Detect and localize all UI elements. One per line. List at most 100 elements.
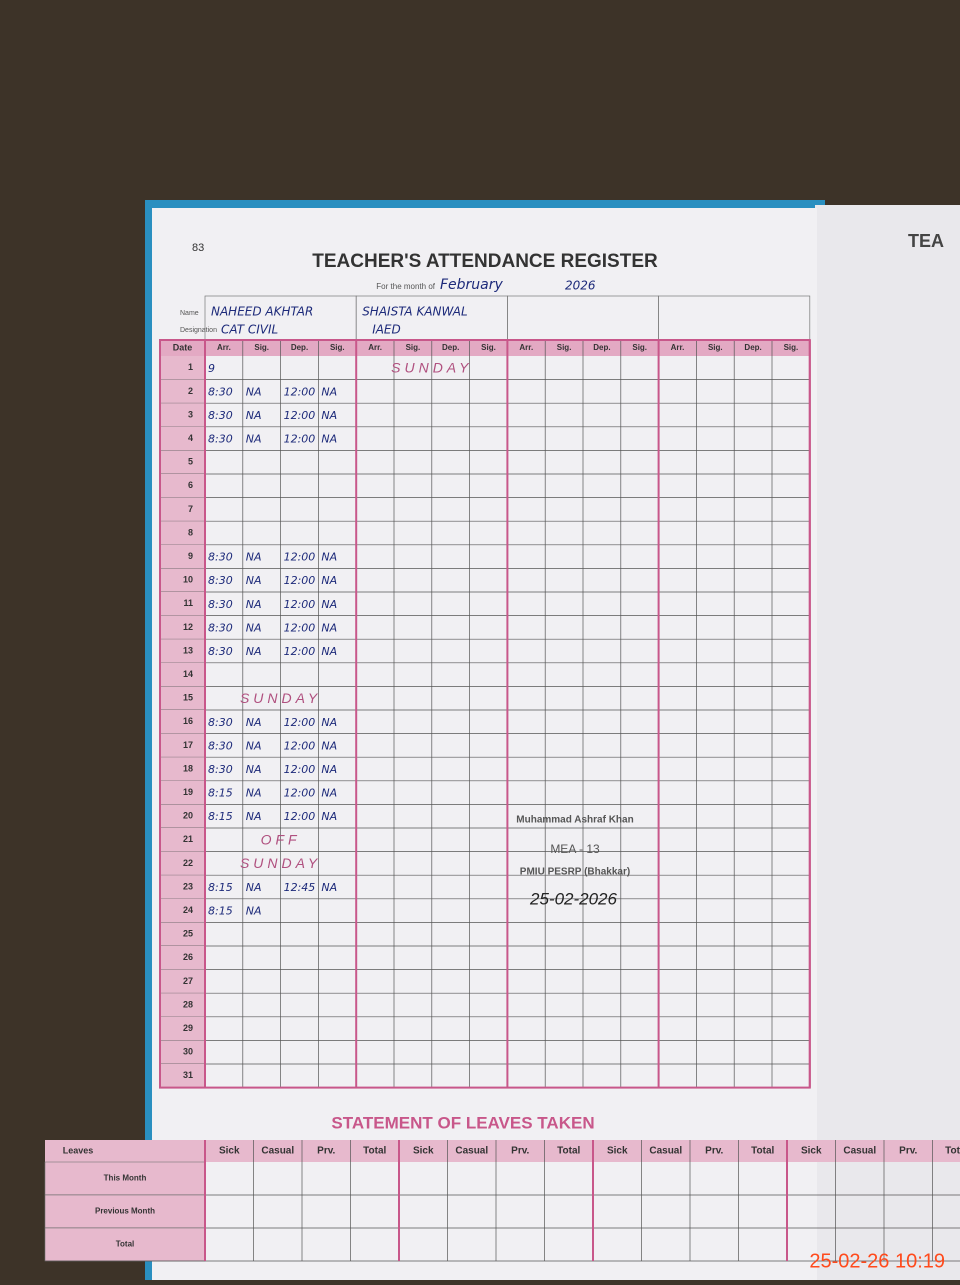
header-band [160,340,810,356]
leaves-row-label-cell [44,1194,206,1229]
entry: NA [246,716,262,729]
teacher-name: NAHEED AKHTAR [211,305,313,319]
entry: NA [321,739,337,752]
entry: NA [246,787,262,800]
leaves-header: Total [945,1146,960,1157]
facing-page [815,205,960,1280]
date: 13 [183,645,193,655]
entry: NA [246,645,262,658]
date: 24 [183,905,193,915]
entry: 12:00 [284,621,316,634]
month-label: For the month of [376,282,435,291]
entry: 8:30 [208,763,233,776]
stamp-date: 25-02-2026 [529,889,618,908]
column-header: Sig. [557,343,572,352]
date: 5 [188,457,193,467]
entry: 8:30 [208,409,233,422]
date-cell [160,1040,205,1064]
column-header: Sig. [406,343,421,352]
date-cell [160,568,205,592]
entry: NA [321,551,337,564]
date: 19 [183,787,193,797]
entry: NA [321,763,337,776]
entry: 8:30 [208,551,233,564]
year: 2026 [565,279,596,293]
month: February [440,277,504,293]
date-cell [160,757,205,781]
entry: 12:00 [284,716,316,729]
entry: 12:00 [284,385,316,398]
entry: NA [246,763,262,776]
date-cell [160,497,205,522]
column-header: Sig. [481,343,496,352]
column-header: Sig. [708,343,723,352]
entry: 12:00 [284,409,316,422]
entry: NA [246,598,262,611]
entry: NA [246,905,262,918]
date: 9 [188,551,193,561]
leaves-header-band [45,1140,960,1162]
leaves-header: Prv. [317,1146,335,1157]
leaves-header: Sick [219,1146,240,1157]
date: 1 [188,362,193,372]
date: 2 [188,386,193,396]
entry: NA [321,409,337,422]
date: 15 [183,693,193,703]
entry: NA [246,621,262,634]
leaves-header: Casual [455,1146,488,1157]
column-header: Sig. [254,343,269,352]
date-cell [160,1064,205,1088]
column-header: Dep. [744,343,761,352]
entry: 8:30 [208,645,233,658]
leaves-header: Sick [607,1146,628,1157]
entry: 12:00 [284,551,316,564]
date-cell [160,1016,205,1041]
leaves-row-label-cell [44,1227,206,1262]
date-cell [160,615,205,640]
date: 6 [188,480,193,490]
entry: 12:00 [284,574,316,587]
entry: 8:30 [208,739,233,752]
title: TEACHER'S ATTENDANCE REGISTER [312,251,658,272]
entry: 12:00 [284,810,316,823]
date: 26 [183,952,193,962]
date: 10 [183,575,193,585]
entry: 12:45 [284,881,316,894]
date-cell [160,544,205,569]
leaves-title: STATEMENT OF LEAVES TAKEN [331,1113,594,1132]
entry: NA [321,810,337,823]
date: 17 [183,740,193,750]
date: 31 [183,1070,193,1080]
date: 23 [183,881,193,891]
entry: NA [246,385,262,398]
date-cell [160,875,205,899]
note: SUNDAY [240,690,321,706]
teacher-name: SHAISTA KANWAL [362,305,467,319]
date: 30 [183,1047,193,1057]
column-header: Arr. [368,343,382,352]
entry: 9 [208,362,215,375]
leaves-header: Total [751,1146,774,1157]
page-number: 83 [192,242,204,254]
leaves-header: Casual [843,1146,876,1157]
column-header: Arr. [671,343,685,352]
leaves-header: Prv. [705,1146,723,1157]
date-cell [160,898,205,923]
grid-border [159,339,811,1089]
date: 14 [183,669,193,679]
entry: NA [321,881,337,894]
date-cell [160,851,205,876]
date: 7 [188,504,193,514]
column-header: Sig. [784,343,799,352]
column-header: Sig. [632,343,647,352]
leaves-row-label: Total [116,1240,135,1249]
entry: 8:30 [208,621,233,634]
date: 8 [188,527,193,537]
date: 3 [188,409,193,419]
leaves-corner: Leaves [63,1145,94,1155]
designation-label: Designation [180,327,217,334]
date-cell [160,828,205,852]
leaves-header: Prv. [899,1146,917,1157]
date: 27 [183,976,193,986]
